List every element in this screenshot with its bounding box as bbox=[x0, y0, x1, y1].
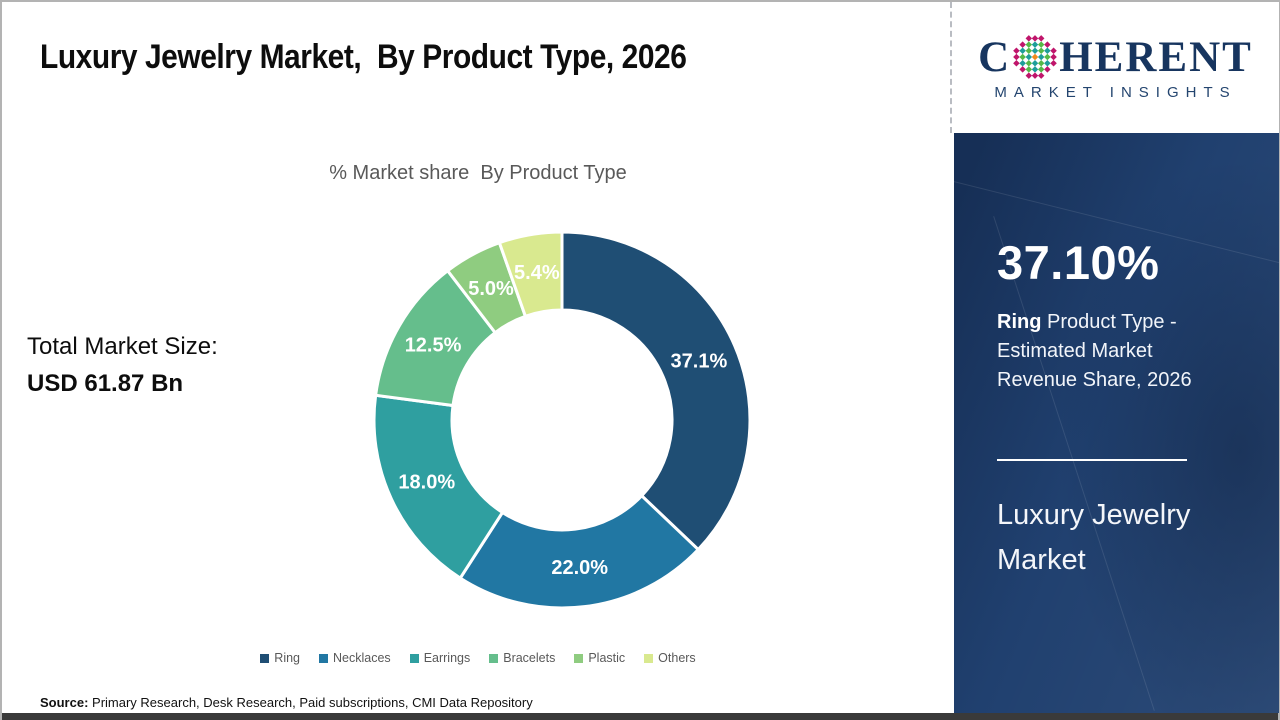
chart-legend: Ring Necklaces Earrings Bracelets Plastic Oth… bbox=[2, 651, 954, 665]
globe-dot bbox=[1038, 41, 1045, 48]
globe-dot bbox=[1044, 53, 1051, 61]
globe-dot bbox=[1025, 47, 1033, 55]
globe-dot bbox=[1031, 59, 1039, 67]
globe-dot bbox=[1044, 66, 1051, 73]
donut-chart-svg: 37.1% 22.0% 18.0% 12.5% 5.0%5.4% bbox=[372, 230, 752, 610]
legend-label-ring: Ring bbox=[274, 651, 301, 665]
legend-item-ring: Ring bbox=[260, 651, 300, 665]
legend-item-others: Others bbox=[644, 651, 696, 665]
globe-dot bbox=[1019, 59, 1027, 67]
globe-dot bbox=[1031, 47, 1039, 55]
legend-item-plastic: Plastic bbox=[574, 651, 625, 665]
logo-wordmark: C HERENT bbox=[978, 34, 1253, 80]
globe-dot bbox=[1013, 59, 1020, 67]
legend-swatch-plastic bbox=[574, 653, 584, 663]
donut-segment-ring bbox=[560, 230, 752, 552]
donut-segment-others bbox=[497, 230, 564, 319]
total-market-size: Total Market Size: USD 61.87 Bn bbox=[27, 328, 218, 402]
legend-swatch-necklaces bbox=[319, 653, 329, 663]
globe-dot bbox=[1038, 47, 1045, 55]
sidebar-divider bbox=[997, 459, 1187, 461]
source-line: Source: Primary Research, Desk Research,… bbox=[40, 695, 533, 710]
globe-dot bbox=[1025, 53, 1033, 61]
globe-dot bbox=[1013, 53, 1020, 61]
donut-label-plastic: 5.0% bbox=[468, 278, 514, 300]
globe-dot bbox=[1031, 72, 1039, 79]
globe-dot bbox=[1038, 66, 1045, 73]
legend-swatch-earrings bbox=[409, 653, 419, 663]
donut-chart: 37.1% 22.0% 18.0% 12.5% 5.0% 5.4% bbox=[362, 220, 762, 620]
market-name: Luxury Jewelry Market bbox=[997, 499, 1191, 576]
total-market-size-value: USD 61.87 Bn bbox=[27, 370, 184, 397]
globe-dot bbox=[1025, 59, 1033, 67]
legend-swatch-ring bbox=[260, 653, 270, 663]
sidebar-panel: 37.10% Ring Product Type - Estimated Mar… bbox=[954, 133, 1279, 713]
logo-letter-c: C bbox=[978, 33, 1012, 81]
donut-label-bracelets: 12.5% bbox=[405, 334, 462, 356]
bottom-bar bbox=[2, 713, 1278, 720]
globe-dot bbox=[1013, 47, 1020, 55]
globe-dots-icon bbox=[1013, 35, 1058, 79]
total-market-size-label: Total Market Size: bbox=[27, 333, 218, 360]
stat-description-bold: Ring bbox=[997, 311, 1042, 333]
stat-description: Ring Product Type - Estimated Market Rev… bbox=[997, 308, 1222, 395]
globe-dot bbox=[1044, 41, 1051, 48]
globe-dot bbox=[1031, 35, 1039, 42]
globe-dot bbox=[1050, 47, 1058, 55]
legend-item-earrings: Earrings bbox=[409, 651, 471, 665]
globe-dot bbox=[1019, 53, 1027, 61]
globe-dot bbox=[1044, 47, 1051, 55]
legend-label-bracelets: Bracelets bbox=[503, 651, 556, 665]
chart-title: % Market share By Product Type bbox=[329, 162, 627, 184]
legend-label-earrings: Earrings bbox=[423, 651, 471, 665]
legend-label-others: Others bbox=[658, 651, 696, 665]
legend-label-plastic: Plastic bbox=[588, 651, 626, 665]
globe-dot bbox=[1044, 59, 1051, 67]
globe-dot bbox=[1019, 66, 1027, 73]
globe-dot bbox=[1025, 66, 1033, 73]
globe-dot bbox=[1025, 41, 1033, 48]
globe-dot bbox=[1038, 53, 1045, 61]
logo-letters-herent: HERENT bbox=[1059, 33, 1253, 81]
donut-label-earrings: 18.0% bbox=[398, 472, 455, 494]
legend-label-necklaces: Necklaces bbox=[333, 651, 391, 665]
donut-label-others: 5.4% bbox=[514, 262, 560, 284]
globe-dot bbox=[1025, 72, 1033, 79]
globe-dot bbox=[1025, 35, 1033, 42]
donut-segment-necklaces bbox=[458, 493, 701, 610]
globe-dot bbox=[1031, 53, 1039, 61]
legend-swatch-bracelets bbox=[489, 653, 499, 663]
legend-item-necklaces: Necklaces bbox=[319, 651, 391, 665]
donut-label-ring: 37.1% bbox=[671, 350, 728, 372]
globe-dot bbox=[1031, 66, 1039, 73]
logo-subtitle: MARKET INSIGHTS bbox=[994, 84, 1237, 101]
source-label: Source: bbox=[40, 695, 89, 710]
globe-dot bbox=[1019, 41, 1027, 48]
globe-dot bbox=[1050, 53, 1058, 61]
globe-dot bbox=[1050, 59, 1058, 67]
globe-dot bbox=[1031, 41, 1039, 48]
donut-label-necklaces: 22.0% bbox=[551, 557, 608, 579]
legend-item-bracelets: Bracelets bbox=[489, 651, 555, 665]
coherent-logo: C HERENT MARKET INSIGHTS bbox=[950, 2, 1279, 133]
globe-dot bbox=[1038, 59, 1045, 67]
globe-dot bbox=[1019, 47, 1027, 55]
legend-swatch-others bbox=[644, 653, 654, 663]
globe-dot bbox=[1038, 72, 1045, 79]
source-text: Primary Research, Desk Research, Paid su… bbox=[88, 695, 533, 710]
globe-dot bbox=[1038, 35, 1045, 42]
page-title: Luxury Jewelry Market, By Product Type, … bbox=[40, 38, 687, 76]
stat-value: 37.10% bbox=[997, 236, 1160, 289]
